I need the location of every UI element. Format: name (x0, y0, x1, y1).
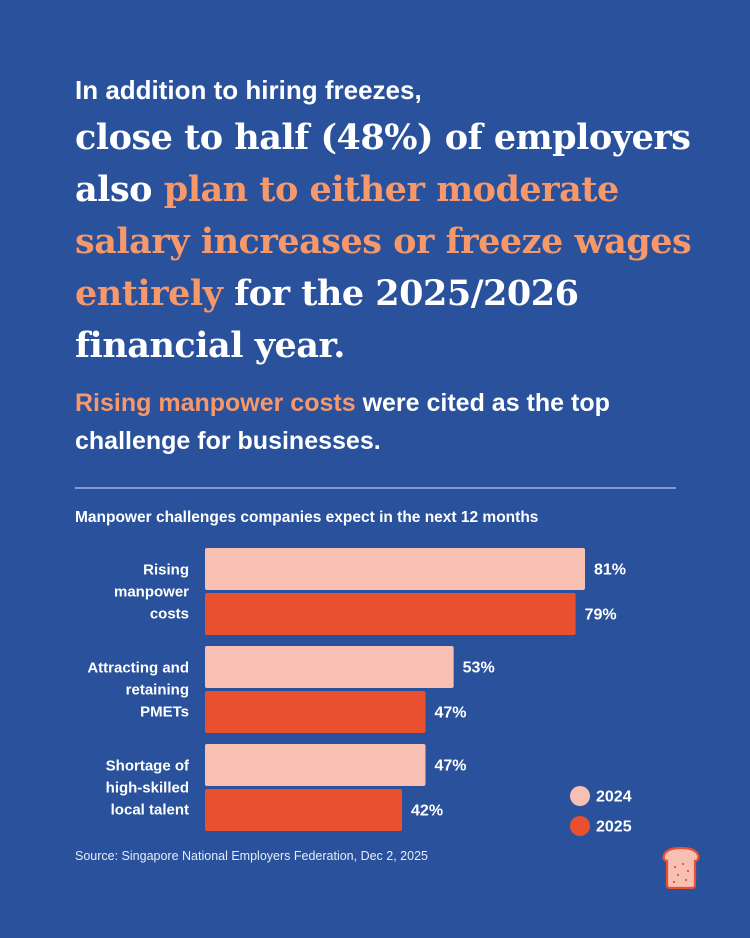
category-label: Rising (143, 562, 189, 579)
category-label: local talent (111, 802, 189, 819)
category-label: Shortage of (106, 758, 190, 775)
headline-lead-accent: plan to either moderate salary increases… (75, 169, 692, 314)
headline-intro: In addition to hiring freezes, (75, 75, 422, 105)
bar-2024 (205, 646, 454, 688)
data-label: 42% (411, 803, 443, 820)
toast-icon (662, 847, 700, 889)
bar-2024 (205, 548, 585, 590)
legend-label-2025: 2025 (596, 819, 632, 836)
bar-2024 (205, 744, 426, 786)
headline: In addition to hiring freezes, close to … (75, 74, 695, 372)
headline-lead-post: for the 2025/2026 financial year. (75, 273, 579, 366)
bar-2025 (205, 691, 426, 733)
category-label: high-skilled (106, 780, 189, 797)
bar-2025 (205, 789, 403, 831)
divider (75, 487, 676, 489)
data-label: 53% (463, 660, 495, 677)
bar-chart: Rising manpower costs 81% 79% Attracting and r… (87, 548, 632, 836)
chart-title: Manpower challenges companies expect in … (75, 509, 539, 526)
source-note: Source: Singapore National Employers Fed… (75, 849, 428, 863)
category-label: costs (150, 606, 189, 623)
headline-lead-pre: close to half (48%) of employers also (75, 117, 691, 210)
headline-lead: close to half (48%) of employers also pl… (75, 112, 695, 372)
category-label: Attracting and (87, 660, 189, 677)
legend-label-2024: 2024 (596, 789, 632, 806)
legend-swatch-2025 (570, 816, 590, 836)
data-label: 47% (434, 705, 466, 722)
category-label: retaining (126, 682, 189, 699)
subheadline-accent: Rising manpower costs (75, 389, 356, 417)
category-label: PMETs (140, 704, 189, 721)
data-label: 79% (585, 607, 617, 624)
legend-swatch-2024 (570, 786, 590, 806)
bar-2025 (205, 593, 576, 635)
data-label: 81% (594, 562, 626, 579)
subheadline: Rising manpower costs were cited as the … (75, 384, 695, 460)
data-label: 47% (434, 758, 466, 775)
category-label: manpower (114, 584, 189, 601)
subheadline-rest: were cited as the top challenge for busi… (75, 389, 610, 455)
